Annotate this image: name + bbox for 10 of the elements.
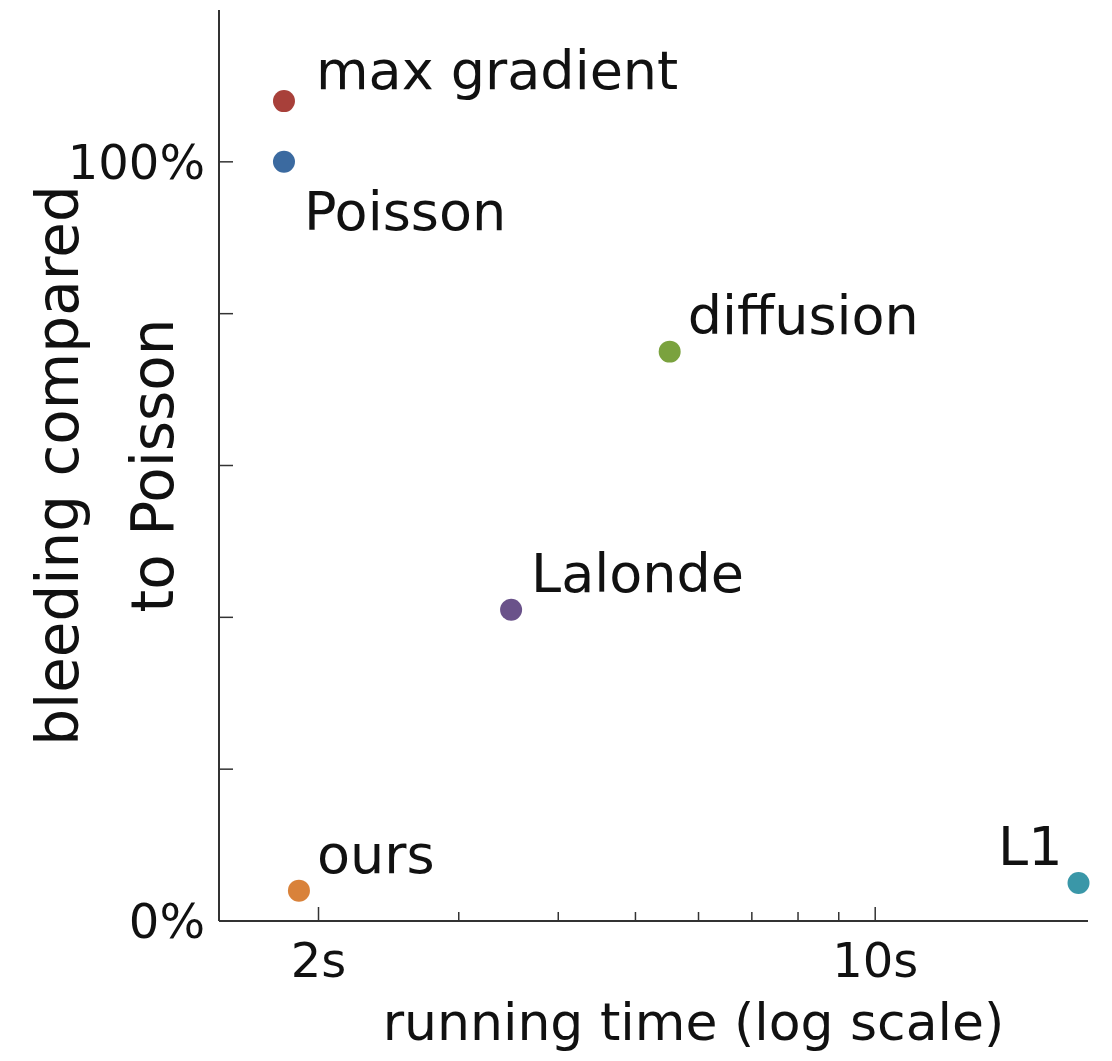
x-tick-label: 10s bbox=[832, 932, 919, 988]
x-axis-title: running time (log scale) bbox=[382, 992, 1005, 1052]
series-label: Lalonde bbox=[531, 541, 745, 605]
series-label: L1 bbox=[998, 815, 1063, 879]
series-label: diffusion bbox=[687, 283, 919, 347]
series-label: ours bbox=[316, 822, 435, 886]
series-label: max gradient bbox=[315, 39, 679, 103]
y-tick-label: 0% bbox=[128, 893, 205, 949]
x-tick-label: 2s bbox=[290, 932, 347, 988]
series-label: Poisson bbox=[303, 179, 507, 243]
